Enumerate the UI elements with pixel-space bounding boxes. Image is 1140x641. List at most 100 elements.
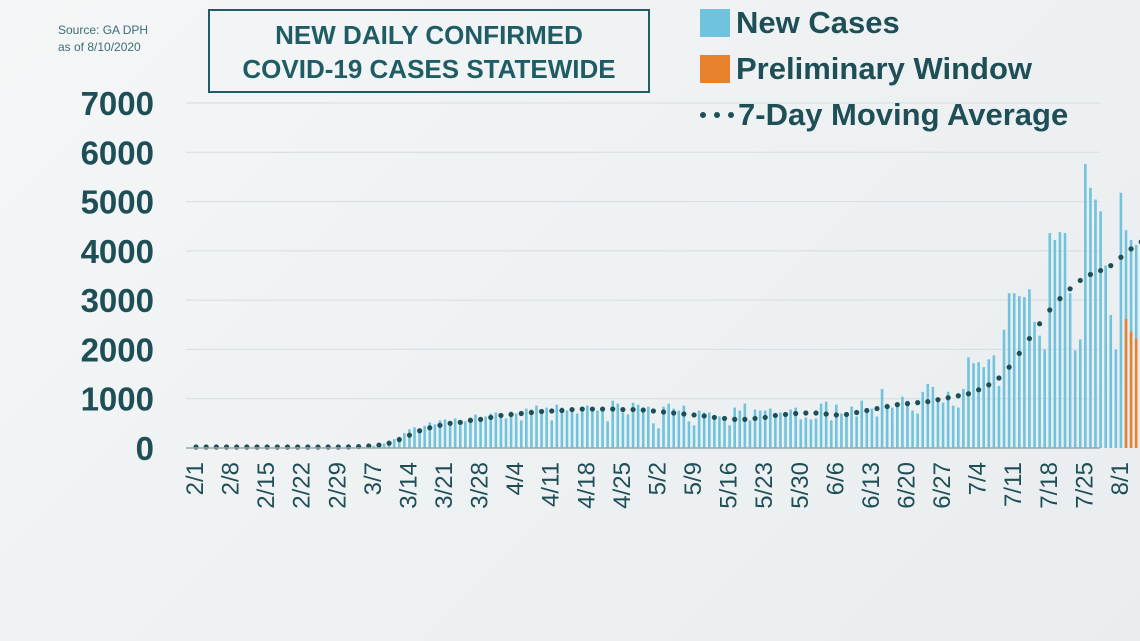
legend-swatch-new-cases (700, 9, 730, 37)
bar-new-cases (1038, 335, 1041, 448)
moving-average-point (274, 444, 280, 450)
bar-new-cases (499, 415, 503, 448)
moving-average-point (843, 411, 850, 418)
bar-new-cases (631, 402, 635, 448)
moving-average-point (305, 444, 311, 450)
bar-new-cases (646, 406, 650, 448)
bar-new-cases (494, 412, 498, 448)
bar-new-cases (1094, 199, 1097, 448)
bar-new-cases (840, 413, 843, 448)
bar-new-cases (728, 425, 731, 448)
bar-new-cases (692, 425, 696, 448)
x-tick-label: 5/9 (680, 462, 707, 495)
bar-new-cases (514, 413, 518, 448)
bar-new-cases (753, 409, 757, 448)
bar-new-cases (1033, 321, 1036, 448)
moving-average-point (508, 411, 514, 418)
moving-average-point (610, 406, 616, 412)
moving-average-point (1006, 364, 1012, 370)
bar-new-cases (586, 405, 589, 448)
y-tick-label: 6000 (81, 134, 154, 171)
bar-new-cases (1007, 293, 1011, 448)
moving-average-point (406, 432, 413, 438)
bar-new-cases (951, 405, 955, 448)
bar-new-cases (733, 407, 736, 448)
chart-title-box: NEW DAILY CONFIRMED COVID-19 CASES STATE… (208, 9, 650, 93)
x-tick-label: 4/4 (502, 462, 529, 495)
moving-average-point (1118, 254, 1124, 260)
bar-new-cases (423, 425, 426, 448)
moving-average-point (823, 411, 829, 417)
bars-layer (342, 164, 1140, 448)
moving-average-point (1097, 267, 1104, 274)
moving-average-point (1057, 296, 1063, 302)
bar-new-cases (723, 419, 726, 448)
chart-title-line-2: COVID-19 CASES STATEWIDE (242, 54, 616, 84)
x-tick-label: 5/23 (751, 462, 778, 509)
bar-new-cases (921, 391, 925, 448)
legend-label-preliminary: Preliminary Window (736, 51, 1032, 86)
moving-average-point (569, 406, 575, 413)
bar-new-cases (489, 413, 493, 448)
grid-lines (186, 102, 1100, 400)
moving-average-point (925, 399, 931, 405)
bar-new-cases (560, 407, 564, 448)
moving-average-point (701, 413, 707, 419)
source-note: Source: GA DPH as of 8/10/2020 (58, 22, 148, 56)
bar-new-cases (814, 418, 818, 448)
moving-average-point (203, 444, 209, 450)
bar-new-cases (1073, 350, 1077, 448)
x-tick-label: 4/11 (538, 462, 565, 507)
bar-new-cases (392, 439, 396, 448)
moving-average-point (620, 406, 626, 413)
bar-new-cases (936, 398, 940, 448)
moving-average-point (386, 440, 392, 446)
moving-average-point (477, 416, 484, 422)
bar-new-cases (621, 412, 625, 448)
legend-label-moving-average: 7-Day Moving Average (738, 97, 1069, 132)
bar-preliminary (1134, 338, 1138, 448)
bar-new-cases (601, 407, 604, 448)
y-tick-label: 0 (136, 430, 154, 467)
bar-new-cases (784, 413, 787, 448)
bar-new-cases (418, 429, 421, 448)
bar-new-cases (926, 383, 930, 448)
moving-average-point (803, 410, 809, 416)
bar-new-cases (941, 402, 945, 448)
bar-new-cases (540, 412, 543, 448)
moving-average-point (854, 409, 860, 416)
bar-new-cases (1017, 296, 1021, 448)
bar-new-cases (591, 409, 594, 448)
moving-average-point (1128, 246, 1134, 252)
y-tick-label: 5000 (81, 184, 154, 221)
y-tick-label: 2000 (81, 331, 154, 368)
x-tick-label: 5/30 (787, 462, 814, 509)
bar-new-cases (1043, 349, 1046, 448)
moving-average-point (691, 412, 697, 418)
moving-average-point (935, 397, 941, 403)
moving-average-point (234, 444, 240, 450)
bar-new-cases (1053, 240, 1057, 448)
bar-new-cases (453, 418, 457, 448)
bar-new-cases (657, 428, 660, 448)
moving-average-point (742, 416, 748, 422)
bar-new-cases (1028, 289, 1031, 448)
moving-average-point (650, 408, 656, 414)
x-tick-label: 2/1 (182, 462, 209, 495)
bar-new-cases (855, 416, 858, 448)
x-tick-label: 6/13 (858, 462, 885, 509)
bar-new-cases (474, 414, 477, 448)
bar-new-cases (885, 403, 889, 448)
moving-average-point (559, 407, 565, 414)
bar-new-cases (718, 416, 721, 448)
moving-average-point (894, 402, 900, 408)
bar-new-cases (1058, 232, 1062, 448)
bar-new-cases (687, 421, 691, 448)
bar-new-cases (464, 421, 467, 448)
bar-new-cases (967, 357, 970, 448)
moving-average-point (549, 408, 555, 414)
bar-new-cases (504, 418, 508, 448)
moving-average-point (223, 444, 230, 450)
bar-new-cases (707, 412, 711, 448)
bar-new-cases (743, 403, 747, 448)
